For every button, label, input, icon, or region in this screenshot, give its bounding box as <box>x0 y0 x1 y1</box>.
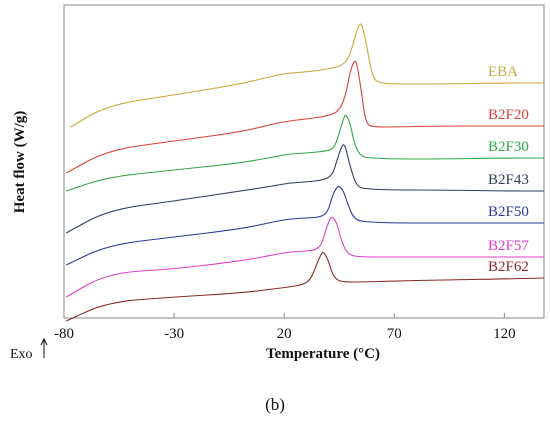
x-axis-title: Temperature (°C) <box>266 346 380 362</box>
x-tick-label: -80 <box>54 326 74 342</box>
series-label-b2f50: B2F50 <box>488 204 529 220</box>
panel-label: (b) <box>265 395 285 414</box>
series-line-b2f57 <box>65 216 544 298</box>
exo-up-arrow-icon <box>40 337 48 358</box>
series-lines <box>65 23 545 322</box>
series-label-b2f62: B2F62 <box>488 259 529 275</box>
series-line-eba <box>70 23 544 128</box>
plot-frame <box>63 4 545 319</box>
series-label-eba: EBA <box>488 64 518 80</box>
x-axis: -80 -30 20 70 120 <box>54 313 516 342</box>
series-line-b2f62 <box>65 251 545 322</box>
series-line-b2f30 <box>66 114 544 192</box>
x-tick-label: 20 <box>277 326 292 342</box>
series-label-b2f57: B2F57 <box>488 238 529 254</box>
series-line-b2f43 <box>65 144 544 234</box>
series-line-b2f50 <box>65 185 544 266</box>
x-tick-label: 70 <box>387 326 402 342</box>
series-label-b2f43: B2F43 <box>488 172 529 188</box>
exo-label: Exo <box>10 347 33 362</box>
x-tick-label: -30 <box>164 326 184 342</box>
series-label-b2f30: B2F30 <box>488 139 529 155</box>
series-labels: EBA B2F20 B2F30 B2F43 B2F50 B2F57 B2F62 <box>488 64 529 275</box>
series-line-b2f20 <box>65 60 544 174</box>
x-tick-label: 120 <box>493 326 516 342</box>
series-label-b2f20: B2F20 <box>488 107 529 123</box>
y-axis-title: Heat flow (W/g) <box>12 111 28 213</box>
